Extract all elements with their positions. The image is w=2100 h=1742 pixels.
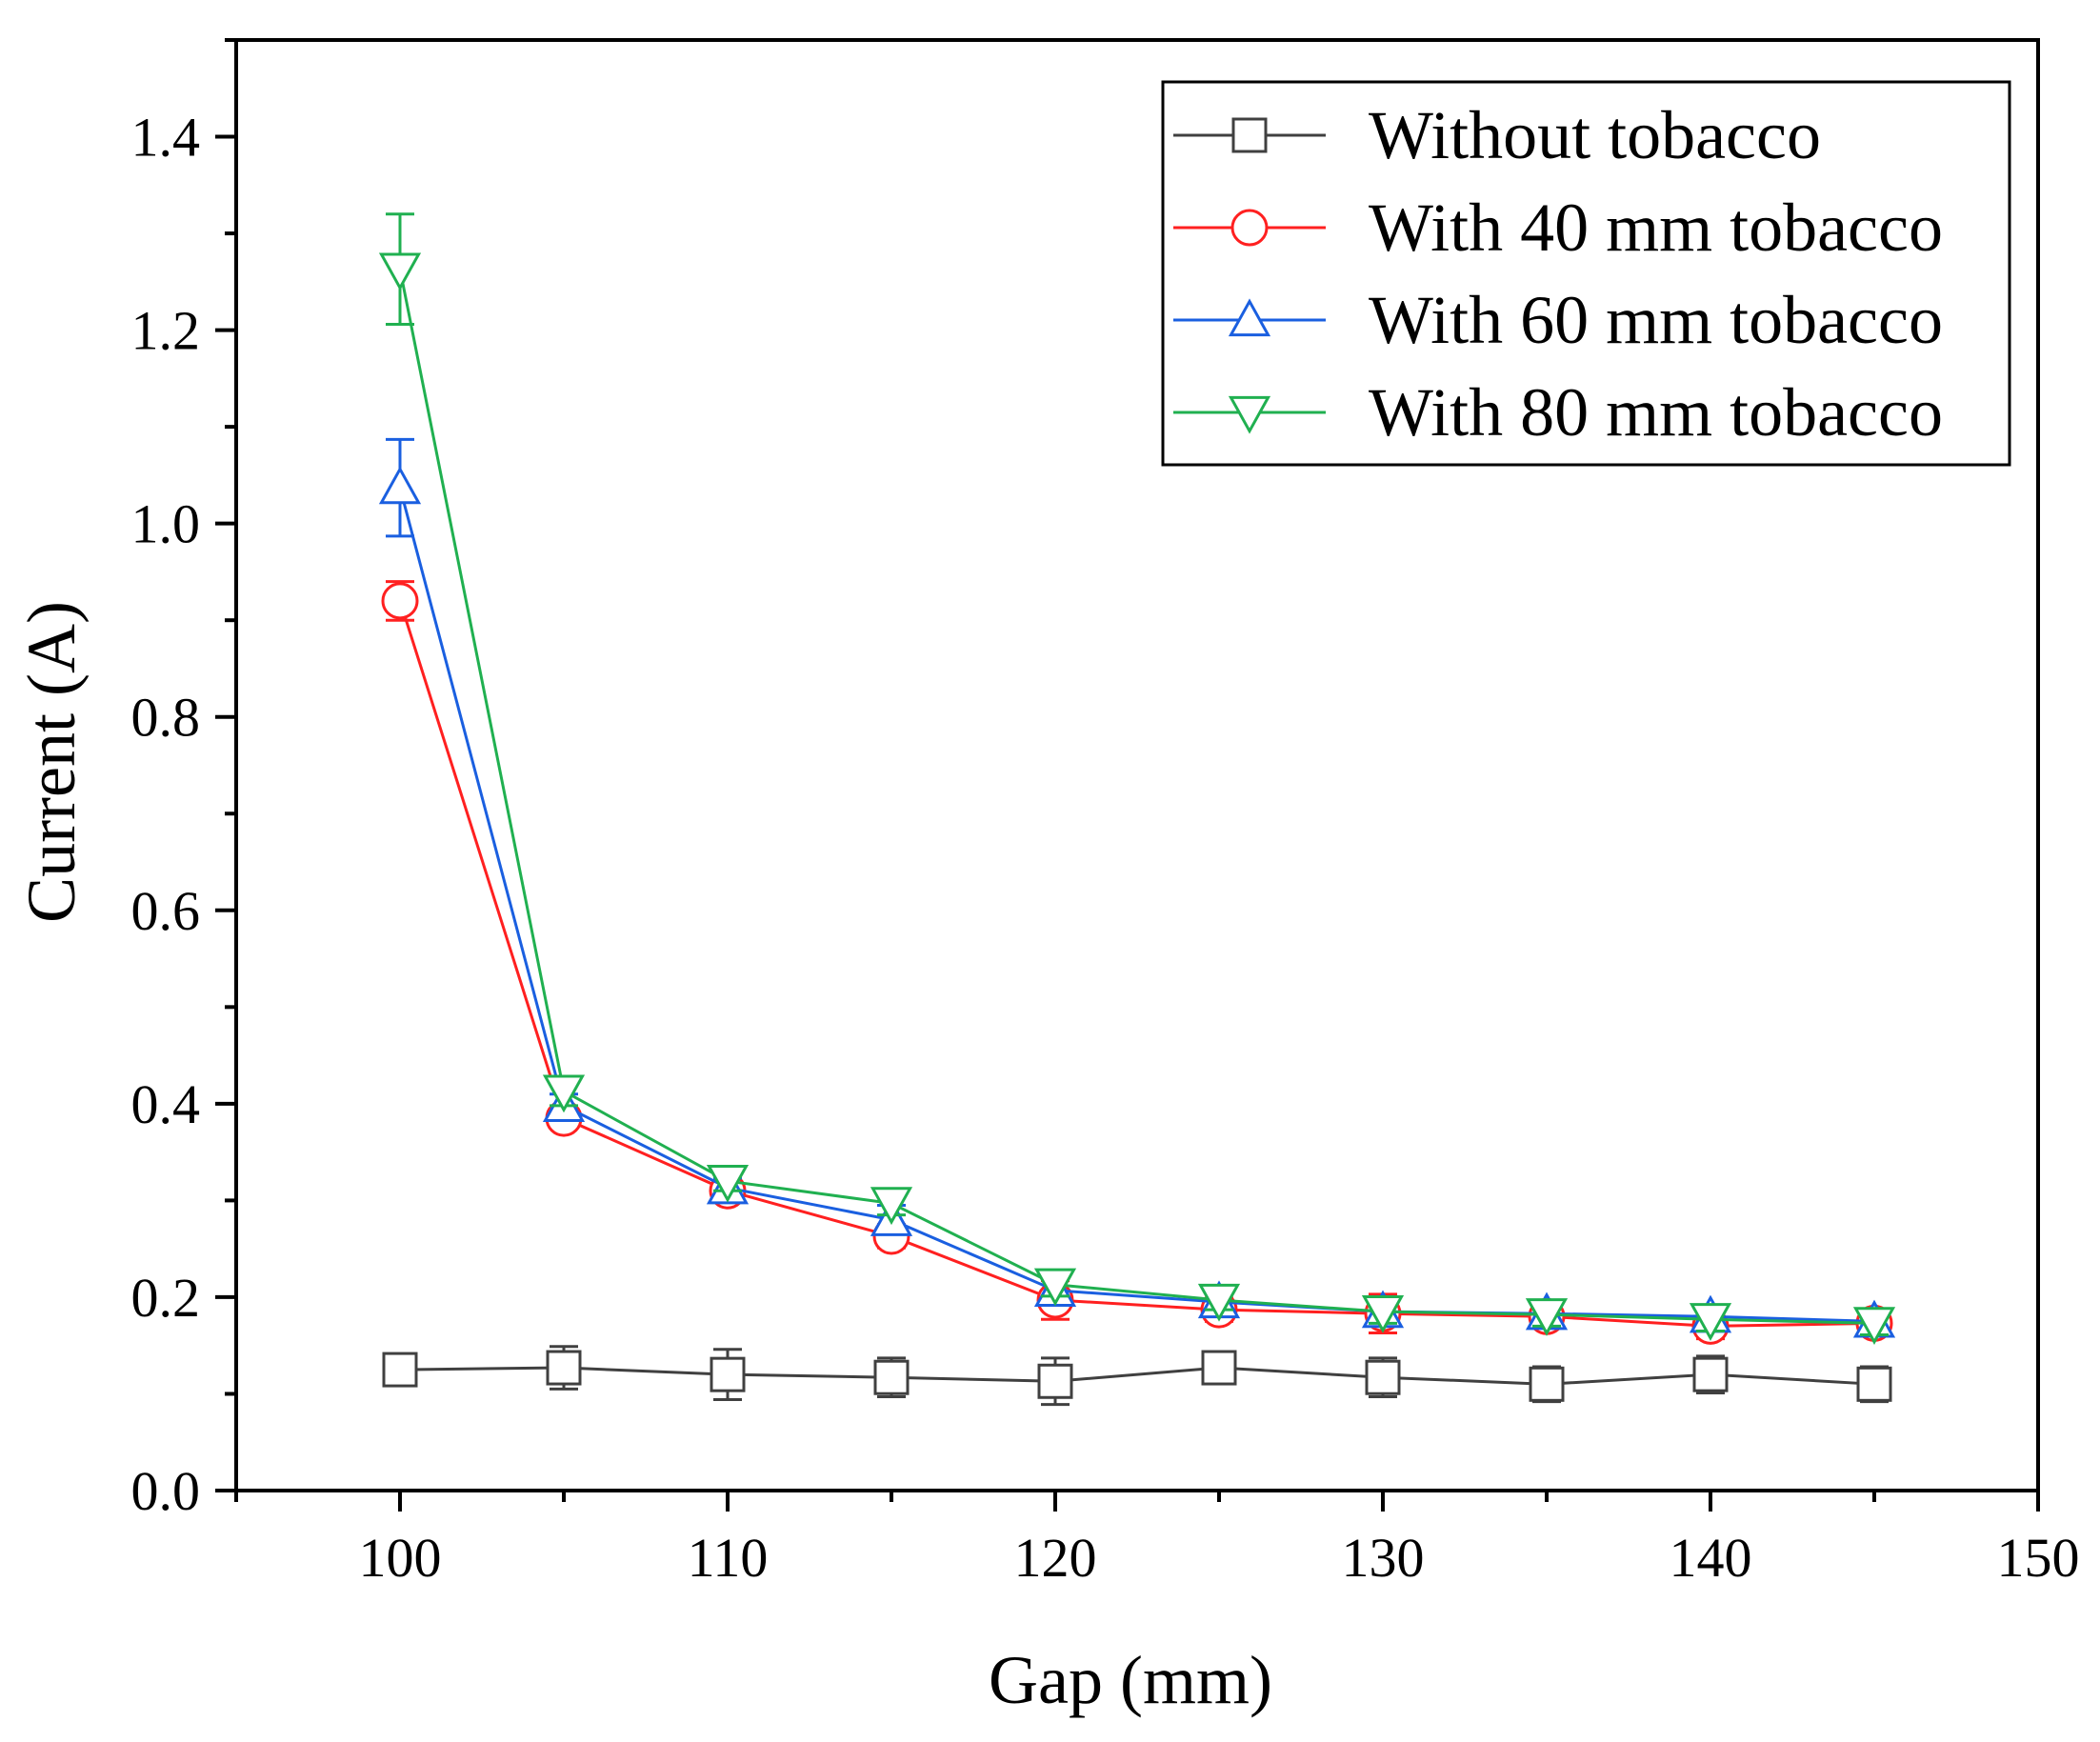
data-point	[873, 1359, 910, 1395]
data-point	[546, 1350, 582, 1386]
data-point	[1361, 1295, 1405, 1333]
series-line	[399, 1366, 1875, 1386]
legend-label: With 80 mm tobacco	[1369, 374, 1943, 451]
data-point	[1692, 1356, 1729, 1392]
data-point	[1525, 1298, 1569, 1336]
series-line	[398, 487, 1875, 1323]
y-tick-label: 0.6	[131, 880, 201, 942]
data-point	[382, 1352, 418, 1388]
legend-label: With 60 mm tobacco	[1369, 282, 1943, 358]
y-tick-label: 0.0	[131, 1460, 201, 1522]
legend-box	[1161, 80, 2011, 467]
series-1	[382, 1345, 1892, 1407]
y-tick-label: 1.2	[131, 300, 201, 362]
legend-label: With 40 mm tobacco	[1369, 190, 1943, 266]
data-point	[710, 1356, 746, 1392]
legend-label: Without tobacco	[1369, 97, 1821, 173]
axes	[234, 38, 2040, 1492]
data-point	[378, 252, 422, 291]
data-point	[1033, 1268, 1077, 1307]
y-tick-label: 0.8	[131, 687, 201, 749]
series-line	[398, 600, 1875, 1328]
ticks: 100 110 120 130 140 150 0.0 0.2 0.4 0.6 0.8 1.0 1.2 1…	[131, 38, 2080, 1589]
x-tick-label: 110	[688, 1527, 769, 1589]
x-tick-label: 140	[1670, 1527, 1752, 1589]
series-line	[398, 269, 1875, 1325]
data-point	[378, 466, 422, 505]
y-tick-label: 0.2	[131, 1267, 201, 1329]
y-tick-label: 1.4	[131, 107, 201, 169]
legend-marker	[1230, 209, 1269, 247]
series-3	[378, 437, 1896, 1338]
data-point	[706, 1164, 750, 1203]
data-point	[1197, 1283, 1241, 1322]
x-tick-label: 100	[359, 1527, 442, 1589]
series-4	[378, 212, 1896, 1345]
series-group	[378, 212, 1896, 1407]
legend-item: With 40 mm tobacco	[1173, 190, 1943, 266]
y-axis-title: Current (A)	[13, 601, 90, 923]
legend-item: With 80 mm tobacco	[1173, 374, 1943, 451]
x-axis-title: Gap (mm)	[989, 1642, 1272, 1718]
y-tick-label: 1.0	[131, 493, 201, 555]
legend-item: Without tobacco	[1173, 97, 1821, 173]
data-point	[381, 582, 419, 620]
legend-marker	[1228, 298, 1271, 337]
x-tick-label: 150	[1997, 1527, 2080, 1589]
x-tick-label: 130	[1342, 1527, 1425, 1589]
plot-frame	[234, 38, 2040, 1492]
data-point	[1689, 1303, 1732, 1341]
y-tick-label: 0.4	[131, 1073, 201, 1135]
data-point	[542, 1074, 586, 1113]
data-point	[1856, 1366, 1892, 1402]
data-point	[1529, 1366, 1565, 1402]
legend-marker	[1228, 395, 1271, 434]
data-point	[1852, 1307, 1896, 1345]
legend-item: With 60 mm tobacco	[1173, 282, 1943, 358]
data-point	[1365, 1359, 1401, 1395]
legend: Without tobacco With 40 mm tobacco With 60…	[1161, 80, 2011, 467]
data-point	[870, 1187, 913, 1226]
legend-marker	[1231, 117, 1268, 153]
data-point	[1037, 1363, 1073, 1399]
data-point	[1201, 1350, 1237, 1386]
series-2	[381, 580, 1893, 1345]
x-tick-label: 120	[1014, 1527, 1097, 1589]
